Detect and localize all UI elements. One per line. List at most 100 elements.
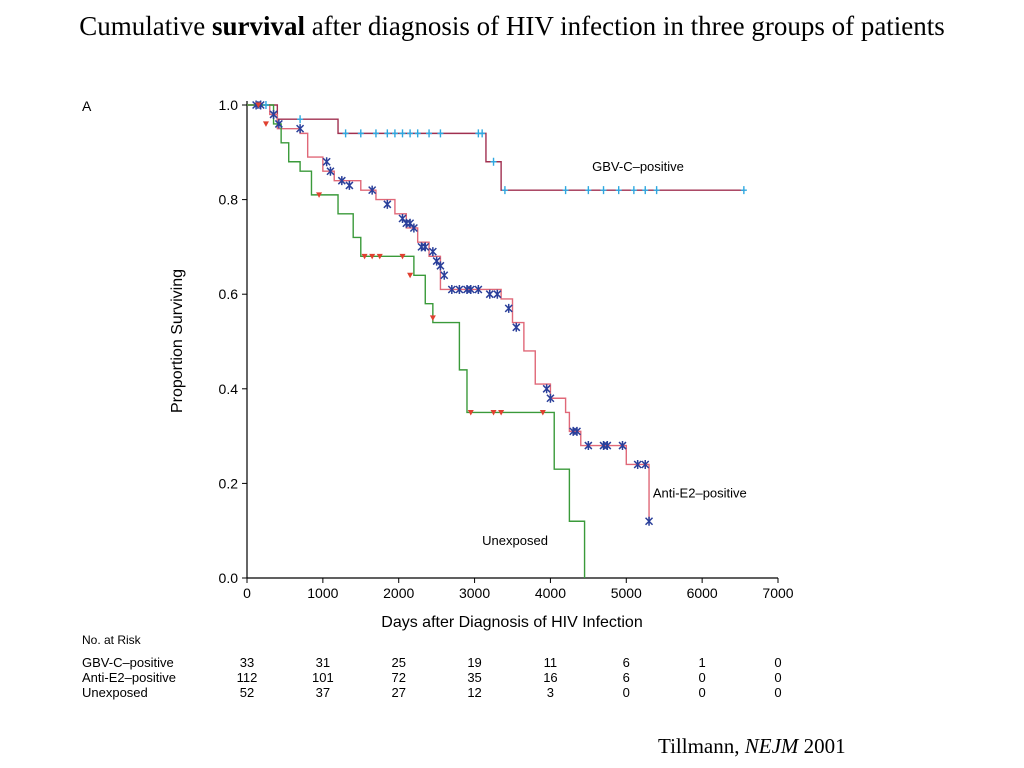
censor-mark — [337, 176, 346, 186]
censor-mark — [546, 393, 555, 403]
censor-mark — [501, 186, 508, 195]
risk-row-label: Anti-E2–positive — [82, 670, 176, 685]
censor-mark — [485, 289, 494, 299]
censor-mark — [409, 223, 418, 233]
y-axis-label: Proportion Surviving — [169, 269, 186, 413]
chart-axes: 0 1000 2000 3000 4000 5000 6000 7000 0.0 0.2 0.4 0.… — [219, 97, 794, 601]
censor-mark — [326, 166, 335, 176]
risk-cell: 33 — [240, 655, 254, 670]
censor-mark — [542, 384, 551, 394]
risk-cell: 0 — [774, 685, 781, 700]
censor-mark — [512, 322, 521, 332]
risk-table-header: No. at Risk — [82, 633, 142, 647]
censor-mark — [642, 186, 649, 195]
risk-cell: 0 — [623, 685, 630, 700]
risk-cell: 16 — [543, 670, 557, 685]
risk-cell: 0 — [699, 670, 706, 685]
x-tick-label: 4000 — [535, 585, 566, 601]
censor-mark — [600, 186, 607, 195]
censor-mark — [361, 253, 368, 260]
censor-mark — [407, 129, 414, 138]
y-tick-label: 1.0 — [219, 97, 239, 113]
censor-mark — [539, 409, 546, 416]
risk-cell: 6 — [623, 655, 630, 670]
panel-label: A — [82, 98, 92, 114]
censor-mark — [493, 289, 502, 299]
x-tick-label: 0 — [243, 585, 251, 601]
risk-cell: 0 — [774, 670, 781, 685]
chart-series-labels: GBV-C–positive Anti-E2–positive Unexposed — [482, 159, 747, 548]
x-tick-label: 1000 — [307, 585, 338, 601]
censor-mark — [645, 516, 654, 526]
censor-mark — [615, 186, 622, 195]
censor-mark — [262, 121, 269, 127]
risk-cell: 112 — [237, 670, 258, 685]
survival-curve-2 — [247, 104, 586, 578]
censor-mark — [345, 180, 354, 190]
censor-mark — [440, 270, 449, 280]
censor-mark — [297, 115, 304, 124]
risk-cell: 27 — [391, 685, 405, 700]
y-tick-label: 0.2 — [219, 475, 239, 491]
risk-row-label: GBV-C–positive — [82, 655, 174, 670]
censor-mark — [466, 284, 475, 294]
x-tick-label: 5000 — [611, 585, 642, 601]
citation: Tillmann, NEJM 2001 — [658, 734, 846, 758]
censor-mark — [316, 192, 323, 198]
censor-mark — [740, 186, 747, 195]
censor-mark — [274, 119, 283, 129]
y-tick-label: 0.0 — [219, 570, 239, 586]
censor-mark — [426, 129, 433, 138]
censor-mark — [399, 253, 406, 260]
risk-cell: 19 — [467, 655, 481, 670]
censor-mark — [421, 242, 430, 252]
survival-curve-0 — [247, 104, 744, 191]
censor-mark — [407, 272, 414, 279]
censor-mark — [399, 129, 406, 138]
y-tick-label: 0.6 — [219, 286, 239, 302]
x-axis-label: Days after Diagnosis of HIV Infection — [381, 614, 642, 631]
censor-mark — [369, 253, 376, 260]
risk-cell: 35 — [467, 670, 481, 685]
series-label: GBV-C–positive — [592, 159, 684, 174]
risk-cell: 6 — [623, 670, 630, 685]
censor-mark — [633, 459, 642, 469]
x-tick-label: 3000 — [459, 585, 490, 601]
title-emphasis: survival — [211, 11, 305, 41]
series-label: Anti-E2–positive — [653, 486, 747, 501]
censor-mark — [436, 261, 445, 271]
censor-mark — [296, 124, 305, 134]
censor-mark — [562, 186, 569, 195]
x-tick-label: 2000 — [383, 585, 414, 601]
survival-curve-1 — [247, 104, 650, 522]
censor-mark — [447, 284, 456, 294]
censor-mark — [641, 459, 650, 469]
censor-mark — [618, 441, 627, 451]
risk-cell: 12 — [467, 685, 481, 700]
censor-mark — [357, 129, 364, 138]
risk-cell: 101 — [312, 670, 334, 685]
risk-cell: 0 — [699, 685, 706, 700]
censor-mark — [572, 426, 582, 436]
censor-mark — [428, 247, 437, 257]
y-tick-label: 0.4 — [219, 381, 239, 397]
censor-mark — [653, 186, 660, 195]
censor-mark — [498, 409, 505, 416]
risk-cell: 52 — [240, 685, 254, 700]
censor-mark — [467, 409, 474, 416]
censor-mark — [269, 109, 278, 119]
censor-mark — [372, 129, 379, 138]
censor-mark — [584, 441, 593, 451]
risk-cell: 72 — [391, 670, 405, 685]
censor-mark — [322, 157, 331, 167]
risk-cell: 0 — [774, 655, 781, 670]
censor-mark — [255, 102, 262, 108]
censor-mark — [391, 129, 398, 138]
censor-mark — [630, 186, 637, 195]
censor-mark — [474, 284, 483, 294]
censor-mark — [383, 199, 392, 209]
chart-curves — [247, 104, 744, 578]
censor-mark — [384, 129, 391, 138]
risk-cell: 25 — [391, 655, 405, 670]
